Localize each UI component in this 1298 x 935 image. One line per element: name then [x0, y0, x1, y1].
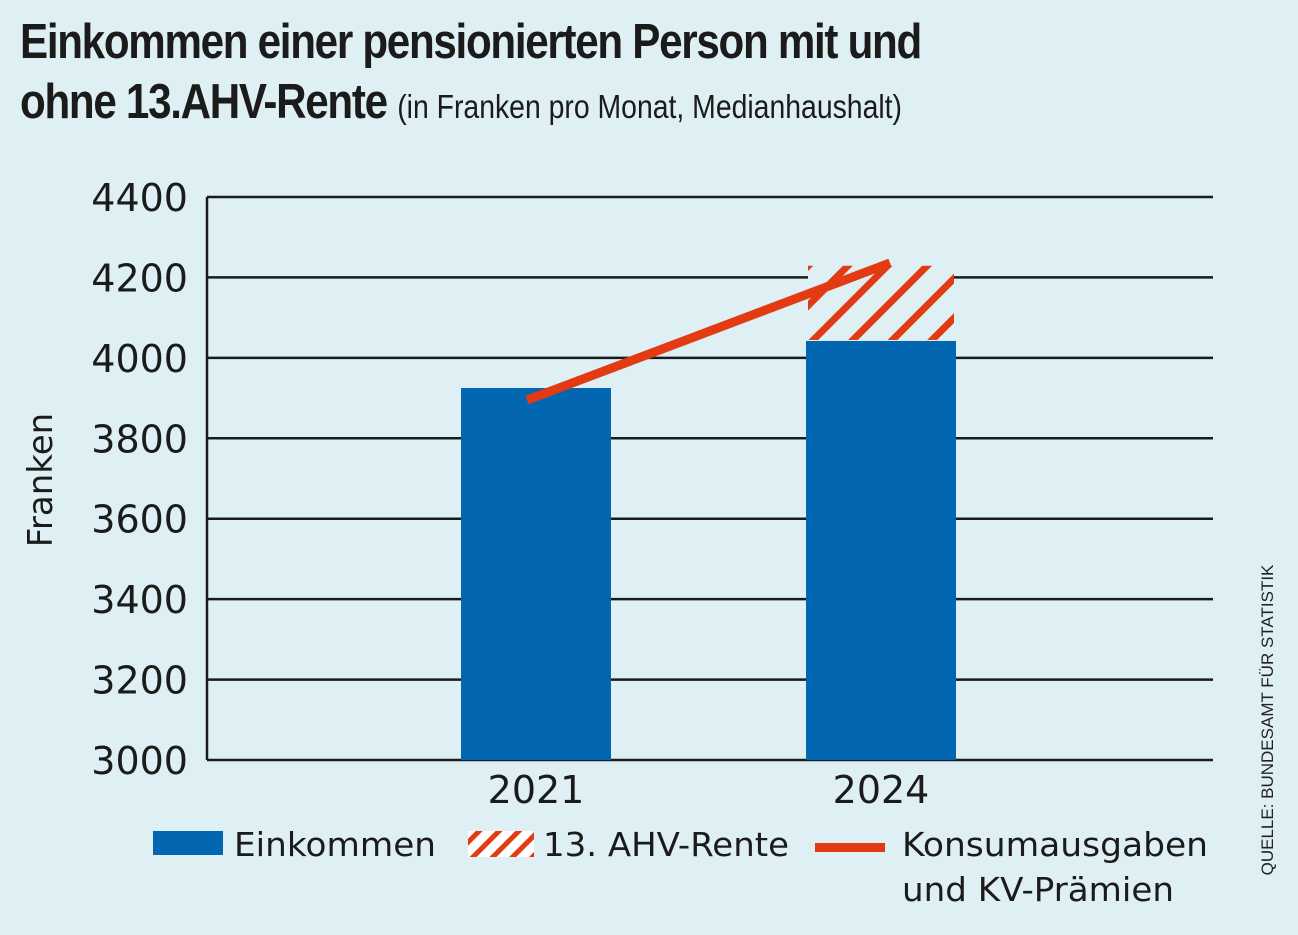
line-series — [525, 258, 892, 405]
y-tick-label: 4200 — [91, 256, 188, 300]
y-tick-label: 3400 — [91, 578, 188, 622]
bars — [461, 265, 956, 760]
legend-swatch-einkommen — [153, 831, 223, 855]
gridlines — [207, 195, 1213, 762]
x-tick-label: 2021 — [488, 768, 585, 812]
y-tick-label: 3000 — [91, 739, 188, 783]
legend-label-konsumausgaben-line1: Konsumausgaben — [902, 825, 1208, 864]
y-tick-label: 4000 — [91, 337, 188, 381]
y-tick-label: 3800 — [91, 417, 188, 461]
title-line-1: Einkommen einer pensionierten Person mit… — [20, 15, 922, 69]
source-note: QUELLE: BUNDESAMT FÜR STATISTIK — [1258, 564, 1277, 876]
y-axis-tick-labels: 3000 3200 3400 3600 3800 4000 4200 4400 — [91, 176, 188, 783]
x-axis-tick-labels: 2021 2024 — [488, 768, 930, 812]
chart-title: Einkommen einer pensionierten Person mit… — [20, 12, 922, 137]
y-tick-label: 3200 — [91, 659, 188, 703]
bar-ahv-rente-2024 — [808, 265, 954, 340]
chart-subtitle: (in Franken pro Monat, Medianhaushalt) — [397, 88, 903, 125]
legend-swatch-ahv-rente — [468, 831, 534, 857]
legend-label-einkommen: Einkommen — [234, 825, 436, 864]
line-konsumausgaben — [525, 258, 892, 405]
bar-einkommen-2021 — [461, 388, 611, 760]
legend-label-ahv-rente: 13. AHV-Rente — [543, 825, 789, 864]
y-axis-label: Franken — [21, 413, 61, 547]
legend-label-konsumausgaben-line2: und KV-Prämien — [902, 870, 1174, 909]
title-line-2-bold: ohne 13.AHV-Rente — [20, 75, 388, 129]
y-tick-label: 4400 — [91, 176, 188, 220]
bar-einkommen-2024 — [806, 340, 956, 760]
y-tick-label: 3600 — [91, 498, 188, 542]
legend: Einkommen 13. AHV-Rente Konsumausgaben u… — [153, 825, 1208, 909]
title-line-2: ohne 13.AHV-Rente (in Franken pro Monat,… — [20, 72, 921, 137]
x-tick-label: 2024 — [833, 768, 930, 812]
legend-swatch-konsumausgaben — [815, 843, 885, 852]
